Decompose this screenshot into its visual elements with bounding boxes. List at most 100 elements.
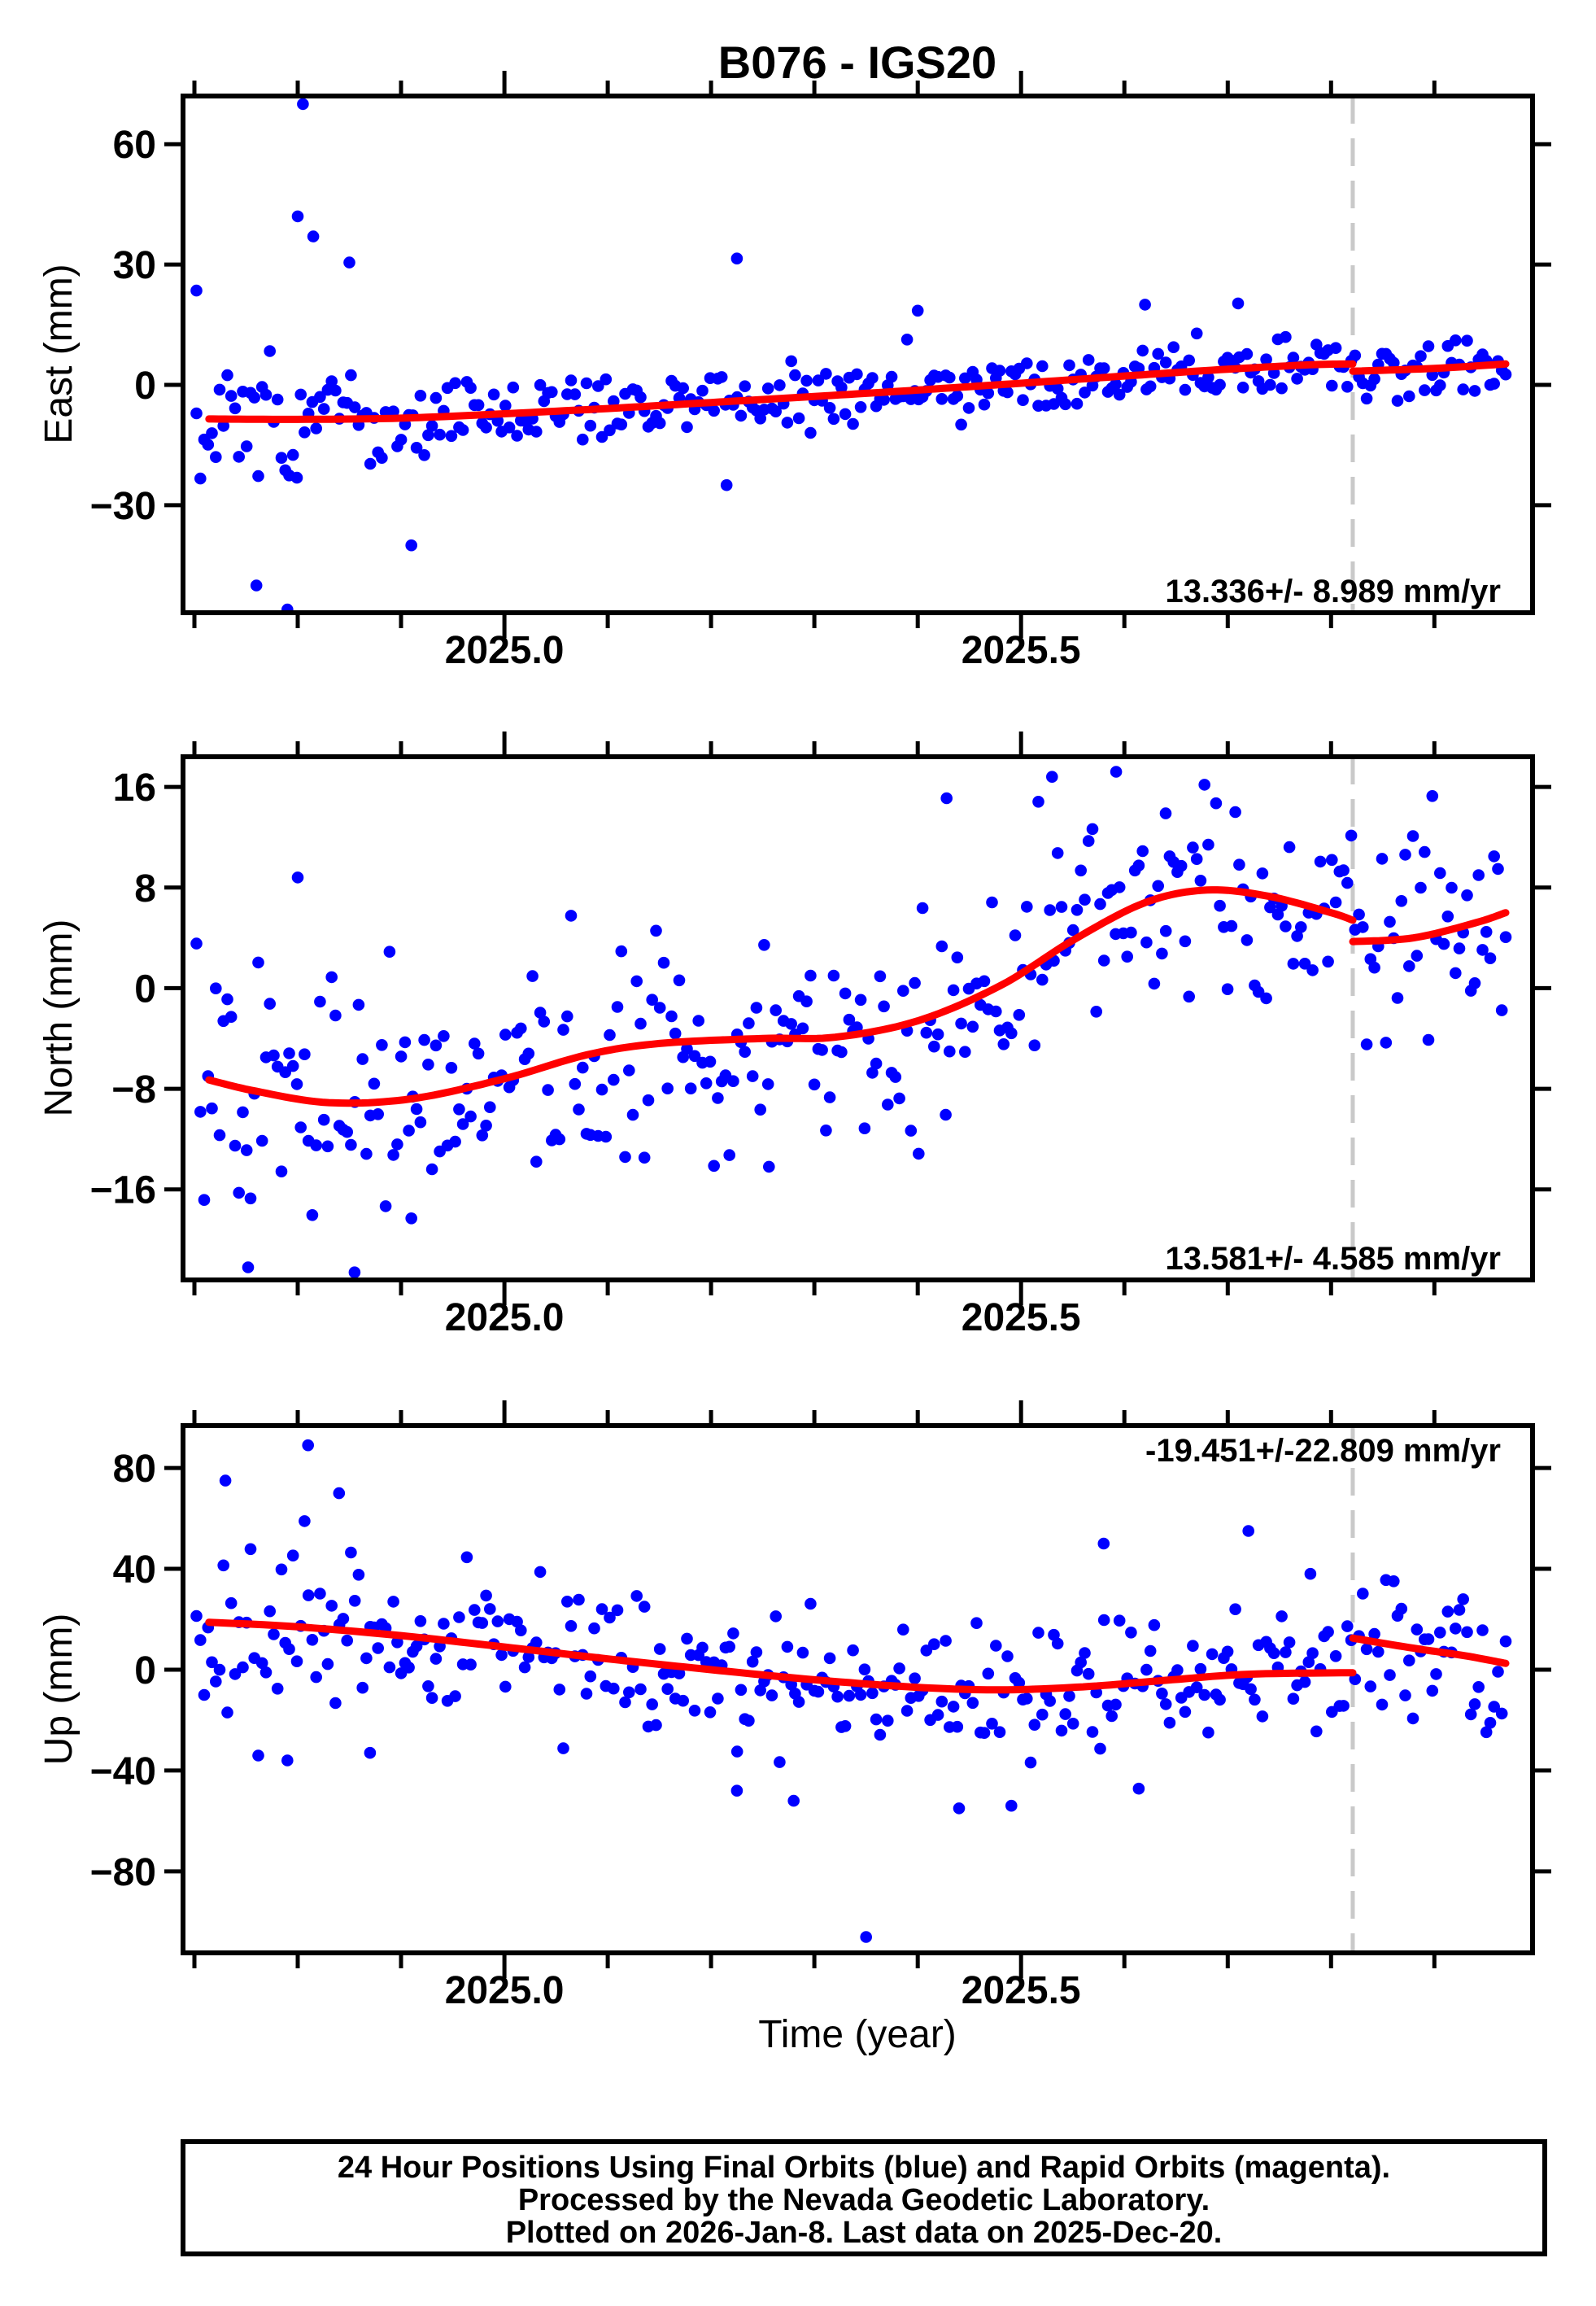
data-point xyxy=(352,998,365,1011)
footer-line-3: Plotted on 2026-Jan-8. Last data on 2025… xyxy=(506,2216,1223,2250)
data-point xyxy=(909,1672,921,1684)
data-point xyxy=(453,1103,465,1116)
data-point xyxy=(1283,841,1296,854)
data-point xyxy=(317,403,330,415)
outlier-data-point xyxy=(405,539,417,552)
data-point xyxy=(530,1636,543,1649)
data-point xyxy=(1132,1782,1145,1795)
data-point xyxy=(1044,1695,1056,1707)
data-point xyxy=(237,1661,249,1674)
data-point xyxy=(823,1652,836,1665)
data-point xyxy=(286,1549,299,1561)
data-point xyxy=(673,1667,686,1679)
data-point xyxy=(237,1106,249,1119)
data-point xyxy=(449,377,461,390)
data-point xyxy=(615,945,628,958)
data-point xyxy=(1032,1627,1044,1639)
data-point xyxy=(1066,924,1079,937)
outlier-data-point xyxy=(1139,299,1151,311)
data-point xyxy=(499,400,512,412)
data-point xyxy=(1280,330,1292,343)
data-point xyxy=(843,1689,856,1702)
outlier-data-point xyxy=(860,1931,872,1943)
data-point xyxy=(827,413,840,426)
data-point xyxy=(600,1130,613,1143)
data-point xyxy=(430,391,443,404)
north-ticks xyxy=(192,732,1437,1305)
data-point xyxy=(1349,349,1362,362)
data-point xyxy=(395,1050,408,1063)
data-point xyxy=(993,1726,1006,1738)
data-point xyxy=(592,380,604,392)
data-point xyxy=(299,426,311,439)
data-point xyxy=(210,982,222,994)
data-point xyxy=(1082,1667,1095,1680)
data-point xyxy=(522,1047,535,1060)
y-tick-label: −8 xyxy=(111,1068,156,1112)
data-point xyxy=(410,1640,423,1653)
data-point xyxy=(345,1138,357,1151)
data-point xyxy=(935,940,948,953)
data-point xyxy=(619,1696,631,1709)
data-point xyxy=(573,1103,585,1116)
data-point xyxy=(1136,344,1149,357)
data-point xyxy=(255,1657,268,1670)
data-point xyxy=(1415,881,1427,894)
data-point xyxy=(595,1083,608,1096)
data-point xyxy=(808,1078,821,1091)
data-point xyxy=(730,1745,743,1758)
data-point xyxy=(986,896,998,909)
data-point xyxy=(661,1683,674,1695)
data-point xyxy=(1113,388,1126,401)
data-point xyxy=(1021,901,1033,913)
data-point xyxy=(1302,1656,1315,1668)
data-point xyxy=(653,1643,666,1655)
data-point xyxy=(1283,1636,1296,1649)
data-point xyxy=(870,1057,883,1070)
data-point xyxy=(712,1692,724,1705)
data-point xyxy=(820,1125,832,1137)
data-point xyxy=(1480,1726,1493,1739)
data-point xyxy=(619,1151,631,1164)
data-point xyxy=(1021,1692,1033,1705)
data-point xyxy=(1105,1710,1118,1723)
data-point xyxy=(781,1640,794,1653)
data-point xyxy=(1148,977,1161,990)
outlier-data-point xyxy=(291,210,304,223)
data-point xyxy=(1221,1645,1234,1658)
data-point xyxy=(1136,845,1149,858)
data-point xyxy=(1183,990,1195,1003)
data-point xyxy=(557,1742,569,1754)
data-point xyxy=(480,421,492,434)
data-point xyxy=(900,1705,914,1717)
data-point xyxy=(1422,1033,1435,1046)
data-point xyxy=(569,1077,582,1090)
data-point xyxy=(190,407,203,420)
data-point xyxy=(1187,841,1199,854)
data-point xyxy=(986,1718,998,1730)
data-point xyxy=(982,1667,995,1680)
outlier-data-point xyxy=(348,1266,361,1278)
data-point xyxy=(1214,899,1226,912)
data-point xyxy=(202,439,215,451)
data-point xyxy=(1113,881,1126,893)
data-point xyxy=(438,1618,450,1630)
data-point xyxy=(835,1046,848,1059)
data-point xyxy=(1125,1627,1137,1639)
data-point xyxy=(1256,867,1269,880)
data-point xyxy=(1476,1624,1489,1636)
data-point xyxy=(866,372,879,384)
data-point xyxy=(337,1613,350,1625)
data-point xyxy=(739,380,751,393)
data-point xyxy=(1291,373,1303,385)
data-point xyxy=(866,1067,879,1079)
data-point xyxy=(1110,1698,1122,1711)
data-point xyxy=(1280,920,1292,932)
data-point xyxy=(522,1651,535,1663)
data-point xyxy=(1472,869,1485,881)
data-point xyxy=(882,1098,894,1111)
data-point xyxy=(438,1030,450,1042)
outlier-data-point xyxy=(730,1784,743,1797)
data-point xyxy=(268,1628,280,1640)
data-point xyxy=(1179,1705,1192,1719)
